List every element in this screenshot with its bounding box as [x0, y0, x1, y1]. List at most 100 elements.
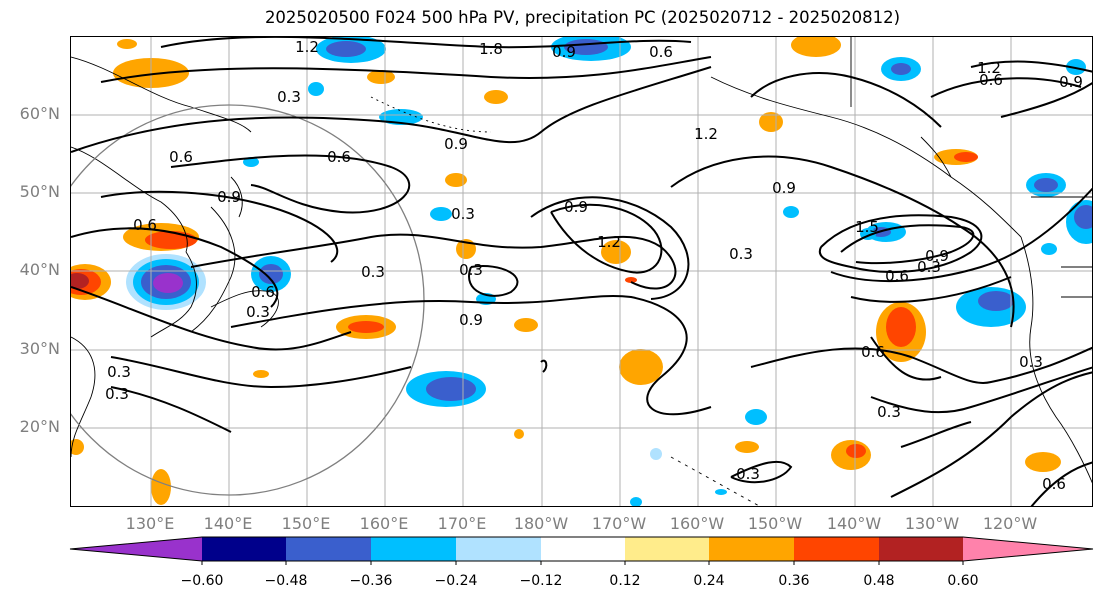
contour-label: 0.9	[772, 179, 796, 197]
longitude-label: 170°W	[591, 514, 647, 533]
map-canvas: 1.2 1.8 0.9 0.6 1.2 0.9 0.3 0.6 0.6 0.9 0.9 0.3 0.9 0…	[71, 37, 1092, 506]
contour-label: 0.3	[459, 261, 483, 279]
contour-label: 0.9	[444, 135, 468, 153]
precip-blob	[1025, 452, 1061, 472]
longitude-label: 150°W	[747, 514, 803, 533]
precip-blob	[259, 264, 283, 284]
precip-blob	[514, 318, 538, 332]
contour-label: 1.2	[977, 59, 1001, 77]
contour-label: 0.6	[327, 148, 351, 166]
colorbar-cell	[70, 537, 202, 561]
longitude-label: 130°W	[904, 514, 960, 533]
precip-blob	[601, 240, 631, 264]
contour-label: 0.3	[105, 385, 129, 403]
precip-blob	[348, 321, 384, 333]
map-panel: 1.2 1.8 0.9 0.6 1.2 0.9 0.3 0.6 0.6 0.9 0.9 0.3 0.9 0…	[70, 36, 1093, 507]
precip-blob	[891, 63, 911, 75]
colorbar-tick-label: 0.24	[693, 573, 725, 589]
colorbar-cell	[879, 537, 963, 561]
colorbar-cell	[625, 537, 709, 561]
precip-blob	[650, 448, 662, 460]
longitude-label: 120°W	[982, 514, 1038, 533]
precip-blob	[759, 112, 783, 132]
chart-title: 2025020500 F024 500 hPa PV, precipitatio…	[264, 8, 901, 27]
precip-blob	[715, 489, 727, 495]
precip-blob	[1041, 243, 1057, 255]
contour-label: 0.3	[736, 465, 760, 483]
colorbar-outline	[69, 536, 1094, 562]
latitude-label: 60°N	[19, 104, 60, 123]
precip-blob	[1066, 59, 1086, 75]
precip-blob	[117, 39, 137, 49]
colorbar-tick-label: 0.36	[778, 573, 810, 589]
precip-blob	[326, 41, 366, 57]
precip-blob	[1034, 178, 1058, 192]
precip-blob	[367, 70, 395, 84]
longitude-label: 140°E	[203, 514, 253, 533]
contour-label: 0.3	[877, 403, 901, 421]
colorbar-cell	[963, 537, 1093, 561]
colorbar-cell	[371, 537, 456, 561]
colorbar-tick-label: −0.60	[180, 573, 224, 589]
precip-blob	[735, 441, 759, 453]
precip-blob	[514, 429, 524, 439]
pv-contours	[71, 37, 1092, 506]
precip-blob	[619, 349, 663, 385]
colorbar-tick-label: 0.12	[609, 573, 641, 589]
contour-label: 1.5	[855, 218, 879, 236]
contour-label: 0.9	[217, 188, 241, 206]
latitude-label: 50°N	[19, 182, 60, 201]
contour-label: 0.3	[107, 363, 131, 381]
colorbar-cells	[69, 536, 1094, 565]
contour-label: 0.6	[861, 343, 885, 361]
contour-label: 0.6	[885, 267, 909, 285]
colorbar-tick-label: −0.24	[434, 573, 478, 589]
contour-label: 0.9	[564, 198, 588, 216]
contour-labels: 1.2 1.8 0.9 0.6 1.2 0.9 0.3 0.6 0.6 0.9 0.9 0.3 0.9 0…	[105, 38, 1083, 493]
longitude-label: 140°W	[826, 514, 882, 533]
contour-label: 0.9	[459, 311, 483, 329]
precip-blob	[886, 307, 916, 347]
longitude-label: 160°W	[669, 514, 725, 533]
contour-label: 0.9	[925, 247, 949, 265]
contour-label: 0.6	[251, 283, 275, 301]
contour-label: 1.2	[694, 125, 718, 143]
contour-label: 0.9	[552, 43, 576, 61]
contour-label: 1.2	[295, 38, 319, 56]
precip-blob	[954, 152, 978, 162]
contour-label: 0.6	[133, 216, 157, 234]
longitude-label: 160°E	[359, 514, 409, 533]
colorbar-tick-label: −0.48	[264, 573, 308, 589]
latitude-label: 40°N	[19, 260, 60, 279]
precip-blob	[1074, 205, 1092, 229]
precip-blob	[846, 444, 866, 458]
colorbar-cell	[541, 537, 625, 561]
precip-blob	[71, 439, 84, 455]
contour-label: 0.6	[169, 148, 193, 166]
longitude-label: 170°E	[437, 514, 487, 533]
colorbar-cell	[286, 537, 371, 561]
precip-blob	[253, 370, 269, 378]
colorbar-tick-label: 0.48	[863, 573, 895, 589]
contour-label: 0.9	[1059, 73, 1083, 91]
precip-blob	[783, 206, 799, 218]
precip-blob	[630, 497, 642, 506]
colorbar-cell	[456, 537, 541, 561]
contour-label: 0.3	[361, 263, 385, 281]
colorbar-cell	[202, 537, 286, 561]
contour-label: 1.8	[479, 40, 503, 58]
contour-label: 1.2	[597, 233, 621, 251]
precip-blob	[71, 273, 89, 289]
precip-blob	[978, 291, 1014, 311]
longitude-label: 130°E	[125, 514, 175, 533]
contour-label: 0.3	[729, 245, 753, 263]
contour-label: 0.6	[649, 43, 673, 61]
colorbar-tick-label: −0.36	[349, 573, 393, 589]
reference-circle	[71, 104, 425, 496]
precip-blob	[745, 409, 767, 425]
contour-label: 0.6	[1042, 475, 1066, 493]
longitude-label: 180°W	[513, 514, 569, 533]
contour-label: 0.3	[1019, 353, 1043, 371]
precip-blob	[484, 90, 508, 104]
precip-blob	[151, 469, 171, 505]
